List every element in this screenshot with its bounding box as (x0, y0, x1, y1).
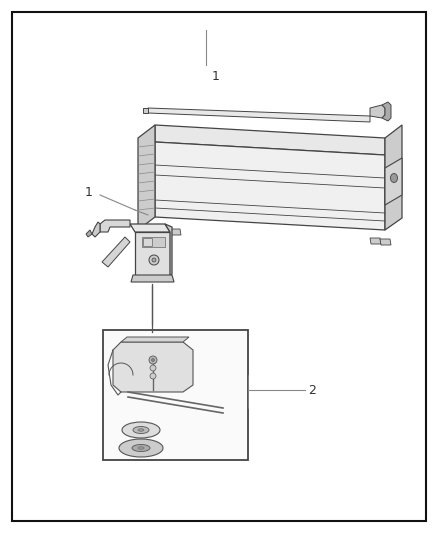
Polygon shape (170, 229, 181, 235)
Ellipse shape (391, 174, 398, 182)
Polygon shape (155, 125, 385, 155)
Polygon shape (385, 158, 402, 205)
Polygon shape (138, 125, 155, 230)
Ellipse shape (119, 439, 163, 457)
Circle shape (152, 359, 155, 361)
Polygon shape (121, 337, 189, 342)
Polygon shape (131, 275, 174, 282)
Polygon shape (102, 237, 130, 267)
Polygon shape (370, 105, 385, 118)
Polygon shape (130, 224, 170, 232)
Ellipse shape (122, 422, 160, 438)
Polygon shape (380, 239, 391, 245)
Polygon shape (370, 238, 381, 244)
Bar (103, 330, 248, 460)
Polygon shape (382, 102, 391, 121)
Ellipse shape (138, 447, 144, 449)
Circle shape (149, 255, 159, 265)
Circle shape (150, 365, 156, 371)
Polygon shape (143, 108, 148, 113)
Text: 1: 1 (85, 185, 93, 198)
Text: 2: 2 (308, 384, 316, 397)
Circle shape (152, 258, 156, 262)
Polygon shape (113, 342, 193, 392)
Polygon shape (385, 125, 402, 230)
Polygon shape (100, 220, 130, 232)
Text: 1: 1 (212, 70, 220, 83)
Polygon shape (142, 237, 165, 247)
Ellipse shape (133, 426, 149, 433)
Ellipse shape (138, 429, 144, 431)
Polygon shape (92, 222, 100, 237)
Polygon shape (160, 228, 171, 234)
Polygon shape (165, 224, 172, 277)
Polygon shape (86, 230, 92, 237)
Circle shape (149, 356, 157, 364)
Polygon shape (148, 108, 370, 122)
Polygon shape (155, 142, 385, 230)
Circle shape (150, 373, 156, 379)
Polygon shape (135, 232, 170, 277)
Ellipse shape (132, 445, 150, 451)
Polygon shape (143, 238, 152, 246)
